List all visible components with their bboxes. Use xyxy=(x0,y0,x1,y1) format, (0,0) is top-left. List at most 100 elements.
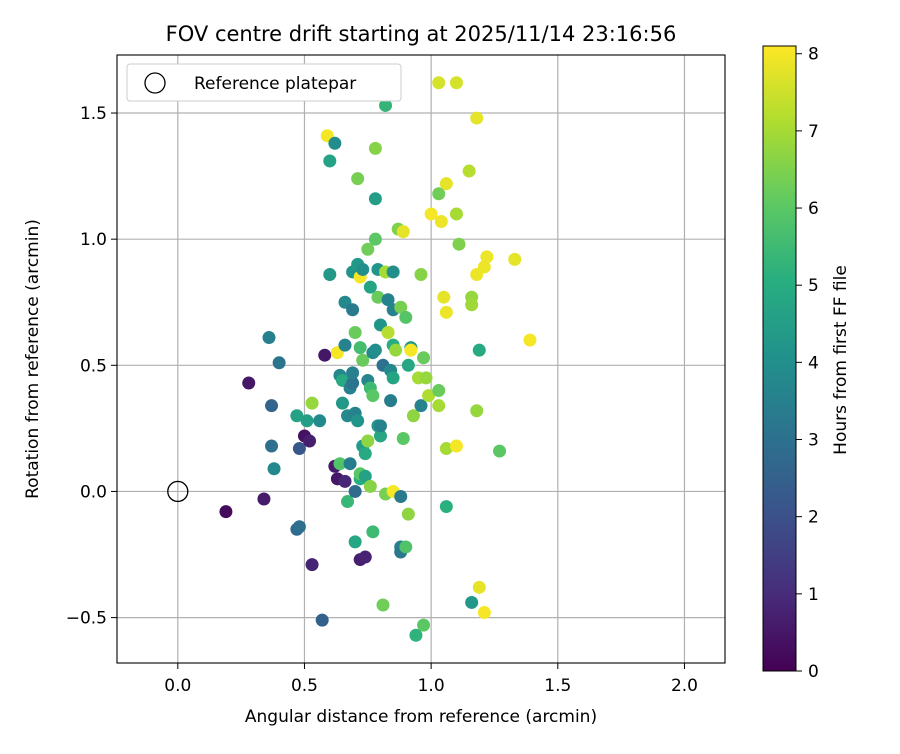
data-point xyxy=(351,414,365,428)
data-point xyxy=(417,618,431,632)
data-point xyxy=(318,348,332,362)
data-point xyxy=(439,305,453,319)
colorbar-tick-label: 2 xyxy=(808,508,819,528)
data-point xyxy=(305,396,319,410)
colorbar-tick-label: 7 xyxy=(808,122,819,142)
data-point xyxy=(348,326,362,340)
data-point xyxy=(401,507,415,521)
data-point xyxy=(409,628,423,642)
data-point xyxy=(404,343,418,357)
y-axis-label: Rotation from reference (arcmin) xyxy=(23,219,43,499)
colorbar-tick-label: 5 xyxy=(808,276,819,296)
data-point xyxy=(358,550,372,564)
data-point xyxy=(508,252,522,266)
data-point xyxy=(389,343,403,357)
data-point xyxy=(323,267,337,281)
data-point xyxy=(399,540,413,554)
data-point xyxy=(401,358,415,372)
data-point xyxy=(449,439,463,453)
data-point xyxy=(242,376,256,390)
data-point xyxy=(292,520,306,534)
data-point xyxy=(356,262,370,276)
data-point xyxy=(439,177,453,191)
x-axis-label: Angular distance from reference (arcmin) xyxy=(245,707,597,727)
plot-frame xyxy=(116,54,726,664)
data-point xyxy=(419,371,433,385)
data-point xyxy=(300,414,314,428)
data-point xyxy=(470,111,484,125)
data-point xyxy=(272,356,286,370)
data-point xyxy=(366,525,380,539)
data-point xyxy=(341,495,355,509)
colorbar-tick-label: 0 xyxy=(808,662,819,682)
data-point xyxy=(257,492,271,506)
y-tick-label: 1.5 xyxy=(80,104,107,124)
legend-label-reference: Reference platepar xyxy=(194,74,356,94)
data-point xyxy=(386,371,400,385)
data-point xyxy=(381,293,395,307)
data-point xyxy=(338,474,352,488)
y-axis-ticks: −0.5 0.0 0.5 1.0 1.5 xyxy=(66,104,117,629)
data-point xyxy=(265,439,279,453)
data-point xyxy=(406,409,420,423)
colorbar-ticks: 0 1 2 3 4 5 6 7 8 xyxy=(796,45,819,682)
grid-lines xyxy=(117,55,725,663)
data-point xyxy=(305,558,319,572)
data-point xyxy=(477,606,491,620)
data-point xyxy=(465,298,479,312)
data-point xyxy=(422,389,436,403)
data-point xyxy=(439,500,453,514)
data-point xyxy=(356,353,370,367)
data-point xyxy=(333,457,347,471)
data-point xyxy=(219,505,233,519)
data-point xyxy=(432,384,446,398)
data-point xyxy=(348,535,362,549)
data-point xyxy=(361,434,375,448)
data-point xyxy=(384,394,398,408)
data-point xyxy=(315,613,329,627)
data-point xyxy=(353,341,367,355)
data-point xyxy=(396,431,410,445)
colorbar-tick-label: 1 xyxy=(808,585,819,605)
x-tick-label: 0.5 xyxy=(291,676,318,696)
data-point xyxy=(346,376,360,390)
y-tick-label: 0.5 xyxy=(80,356,107,376)
data-point xyxy=(363,479,377,493)
data-point xyxy=(417,351,431,365)
data-point xyxy=(414,399,428,413)
data-point xyxy=(346,366,360,380)
data-point xyxy=(338,338,352,352)
data-point xyxy=(449,76,463,90)
data-point xyxy=(368,232,382,246)
data-point xyxy=(437,290,451,304)
data-point xyxy=(366,389,380,403)
data-point xyxy=(368,141,382,155)
data-point xyxy=(462,164,476,178)
data-point xyxy=(358,447,372,461)
data-point xyxy=(323,154,337,168)
x-tick-label: 1.5 xyxy=(544,676,571,696)
data-point xyxy=(470,404,484,418)
data-point xyxy=(472,343,486,357)
reference-point-marker xyxy=(167,480,189,503)
data-point xyxy=(292,442,306,456)
data-point xyxy=(343,457,357,471)
data-point xyxy=(379,98,393,112)
data-point xyxy=(313,414,327,428)
data-point xyxy=(361,242,375,256)
data-point xyxy=(373,429,387,443)
data-point xyxy=(480,250,494,264)
chart-title: FOV centre drift starting at 2025/11/14 … xyxy=(166,22,677,46)
data-point xyxy=(452,237,466,251)
data-point xyxy=(399,310,413,324)
data-point xyxy=(303,434,317,448)
data-point xyxy=(290,409,304,423)
data-point xyxy=(335,396,349,410)
data-point xyxy=(368,192,382,206)
data-point xyxy=(262,331,276,345)
data-point xyxy=(465,595,479,609)
data-point xyxy=(439,442,453,456)
colorbar-label: Hours from first FF file xyxy=(831,265,851,455)
